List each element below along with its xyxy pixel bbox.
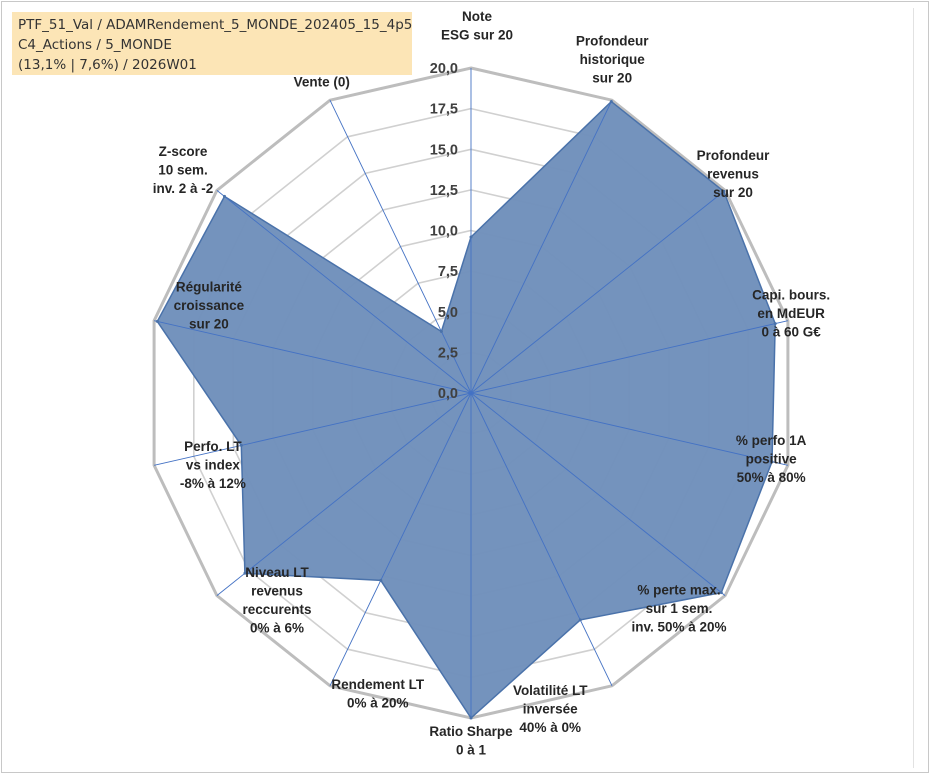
axis-spoke: [470, 320, 789, 394]
data-point: [719, 591, 723, 595]
axis-label: Perfo. LT vs index -8% à 12%: [180, 439, 246, 491]
axis-label-line: Perfo. LT: [184, 439, 242, 454]
axis-label-line: vs index: [186, 457, 241, 472]
axis-spoke: [329, 100, 472, 394]
axis-label: % perfo 1A positive 50% à 80%: [736, 433, 807, 485]
axis-label-line: en MdEUR: [757, 306, 825, 321]
axis-label-line: -8% à 12%: [180, 476, 246, 491]
axis-label-line: Vente (0): [294, 75, 350, 90]
data-point: [469, 235, 473, 239]
axis-label-line: Note: [462, 9, 492, 24]
axis-label-line: positive: [746, 451, 798, 466]
axis-label: Z-score 10 sem. inv. 2 à -2: [153, 144, 214, 196]
tick-label: 2,5: [438, 345, 458, 361]
axis-spoke: [470, 100, 613, 394]
axis-label-line: historique: [580, 52, 646, 67]
axis-label-line: Ratio Sharpe: [429, 724, 513, 739]
axis-label-line: Profondeur: [697, 148, 770, 163]
axis-label-line: Profondeur: [576, 34, 649, 49]
axis-label: Régularité croissance sur 20: [174, 280, 245, 332]
axis-label: Rendement LT 0% à 20%: [331, 677, 425, 711]
info-line-portfolio: PTF_51_Val / ADAMRendement_5_MONDE_20240…: [18, 17, 413, 33]
axis-spoke: [153, 320, 472, 394]
data-point: [223, 194, 226, 198]
axis-label: Profondeur historique sur 20: [576, 34, 649, 86]
axis-spoke: [470, 392, 789, 466]
axis-spoke: [216, 392, 472, 596]
axis-label-line: Niveau LT: [245, 565, 309, 580]
axis-label: % perte max. sur 1 sem. inv. 50% à 20%: [631, 582, 726, 634]
axis-label-line: 0% à 20%: [347, 696, 409, 711]
axis-label-line: Z-score: [159, 144, 208, 159]
axis-label-line: 0% à 6%: [250, 621, 304, 636]
axis-spoke: [216, 190, 472, 394]
data-point: [243, 571, 247, 575]
axis-label-line: inv. 50% à 20%: [631, 619, 726, 634]
axis-label-line: reccurents: [242, 602, 311, 617]
axis-label-line: % perte max.: [637, 582, 720, 597]
axis-label: Volatilité LT inversée 40% à 0%: [513, 683, 588, 735]
axis-label: Niveau LT revenus reccurents 0% à 6%: [242, 565, 311, 636]
portfolio-info-box: PTF_51_Val / ADAMRendement_5_MONDE_20240…: [12, 12, 412, 75]
data-point: [155, 319, 159, 323]
info-line-category: C4_Actions / 5_MONDE: [18, 37, 172, 53]
data-point: [773, 322, 777, 326]
axis-label-line: 0 à 60 G€: [761, 325, 821, 340]
data-point: [379, 578, 383, 582]
axis-label-line: revenus: [251, 584, 303, 599]
data-point: [722, 189, 726, 193]
axis-label-line: Volatilité LT: [513, 683, 588, 698]
axis-label-line: ESG sur 20: [441, 28, 513, 43]
axis-label-line: Capi. bours.: [752, 288, 830, 303]
vertical-scrollbar[interactable]: [913, 8, 922, 768]
axis-label-line: Régularité: [176, 280, 243, 295]
info-line-stats: (13,1% | 7,6%) / 2026W01: [18, 57, 197, 73]
axis-label: Profondeur revenus sur 20: [697, 148, 770, 200]
axis-label-line: croissance: [174, 298, 245, 313]
axis-spoke: [153, 392, 472, 466]
axis-spoke: [470, 392, 613, 686]
axis-label-line: 10 sem.: [158, 163, 208, 178]
tick-label: 17,5: [430, 102, 458, 118]
axis-spoke: [470, 392, 726, 596]
tick-label: 15,0: [430, 142, 458, 158]
axis-label: Ratio Sharpe 0 à 1: [429, 724, 513, 758]
tick-label: 10,0: [430, 224, 458, 240]
axis-label: Note ESG sur 20: [441, 9, 513, 43]
axis-label-line: inv. 2 à -2: [153, 181, 214, 196]
data-point: [469, 716, 473, 720]
data-point: [770, 460, 774, 464]
tick-label: 0,0: [438, 386, 458, 402]
tick-label: 7,5: [438, 264, 458, 280]
axis-label-line: % perfo 1A: [736, 433, 807, 448]
data-point: [578, 618, 582, 622]
axis-spoke: [470, 190, 726, 394]
axis-spoke: [329, 392, 472, 686]
axis-label-line: revenus: [707, 167, 759, 182]
axis-label: Capi. bours. en MdEUR 0 à 60 G€: [752, 288, 830, 340]
axis-label-line: 50% à 80%: [737, 470, 806, 485]
axis-label-line: sur 20: [713, 185, 753, 200]
axis-label-line: 40% à 0%: [519, 720, 581, 735]
tick-label: 20,0: [430, 61, 458, 77]
axis-label-line: inversée: [523, 702, 578, 717]
axis-label-line: sur 20: [592, 71, 632, 86]
data-point: [239, 443, 243, 447]
tick-label: 5,0: [438, 305, 458, 321]
axis-label-line: 0 à 1: [456, 743, 487, 758]
tick-label: 12,5: [430, 183, 458, 199]
axis-label-line: Rendement LT: [331, 677, 425, 692]
data-point: [439, 330, 443, 333]
axis-label-line: sur 20: [189, 317, 229, 332]
data-point: [609, 100, 613, 104]
axis-label-line: sur 1 sem.: [646, 601, 713, 616]
